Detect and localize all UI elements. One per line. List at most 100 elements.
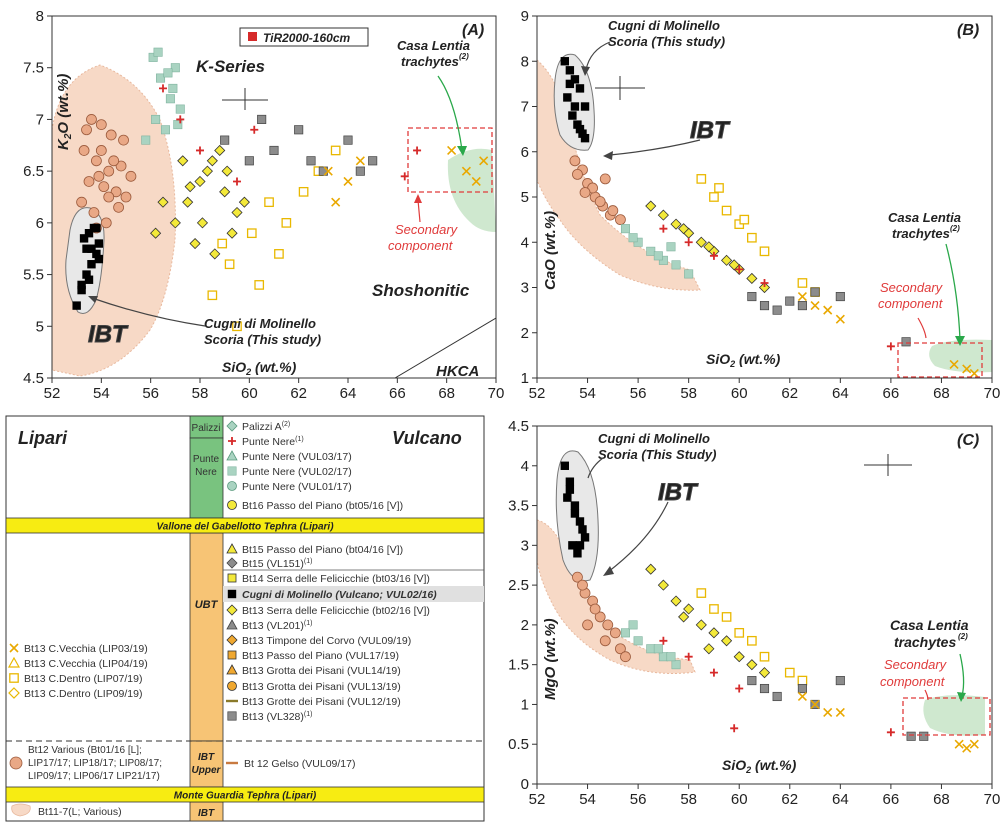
data-point-yellow-diamond <box>703 241 715 253</box>
legend-entry-lipari-1: Bt13 C.Vecchia (LIP04/19) <box>24 658 148 670</box>
data-point-teal-square <box>684 269 694 279</box>
column-label-palizzi: Palizzi <box>192 423 221 434</box>
data-point-teal-square <box>165 94 175 104</box>
y-tick-label: 3 <box>521 537 529 554</box>
data-point-yellow-diamond <box>201 165 213 177</box>
data-point-teal-square <box>628 620 638 630</box>
data-point-cugni <box>94 239 104 248</box>
legend-entry-ubt-8: Bt13 Grotta dei Pisani (VUL14/19) <box>242 665 401 677</box>
data-point-yellow-square-open <box>232 321 242 332</box>
data-point-teal-square <box>646 246 656 256</box>
data-point-yellow-cross <box>835 314 845 324</box>
data-point-yellow-square-open <box>224 259 235 270</box>
x-tick-label: 70 <box>984 791 1001 808</box>
data-point-orange-circle <box>103 191 115 203</box>
data-point-yellow-diamond <box>184 181 196 193</box>
legend-bt12-line-0: Bt12 Various (Bt01/16 [L]; <box>28 745 142 756</box>
panel-a-chart: 52 54 56 58 60 62 64 66 68 70 4.5 5 5.5 6 6.5 7 7.5 8 (A)… <box>23 8 504 402</box>
casa-arrow-c-head <box>957 692 966 702</box>
legend-marker-gray-square <box>227 711 237 721</box>
data-point-cugni <box>575 84 585 93</box>
data-point-yellow-cross <box>810 301 820 311</box>
panel-b-frame <box>536 15 993 379</box>
data-point-orange-circle <box>579 187 591 198</box>
data-point-orange-circle <box>607 205 619 216</box>
cugni-label-c-line1: Cugni di Molinello <box>598 431 710 446</box>
data-point-yellow-cross <box>969 739 979 749</box>
data-point-yellow-square-open <box>797 675 808 686</box>
data-point-teal-square <box>653 251 663 261</box>
y-tick-label: 4.5 <box>23 370 44 387</box>
y-tick-label: 9 <box>521 8 529 25</box>
data-point-teal-square <box>671 260 681 270</box>
x-tick-label: 66 <box>389 385 406 402</box>
data-point-red-cross <box>233 177 241 186</box>
secondary-component-box-c <box>902 697 991 736</box>
data-point-yellow-diamond <box>645 563 657 575</box>
secondary-label-line2: component <box>388 238 454 253</box>
legend-marker-lipari-0 <box>9 643 19 653</box>
data-point-gray-square <box>747 292 757 302</box>
band-vallone-label: Vallone del Gabellotto Tephra (Lipari) <box>156 522 334 533</box>
x-tick-label: 62 <box>781 791 798 808</box>
data-point-yellow-diamond <box>758 667 771 679</box>
data-point-yellow-diamond <box>177 155 189 167</box>
y-tick-label: 0.5 <box>508 736 529 753</box>
legend-marker-orange-diamond <box>226 634 238 646</box>
secondary-component-box-b <box>897 342 983 378</box>
data-point-cugni <box>573 120 582 129</box>
legend-bt12-line-2: LIP09/17; LIP06/17 LIP21/17) <box>28 771 160 782</box>
panel-a-xlabel: SiO2 (wt.%) <box>222 359 297 377</box>
y-tick-label: 8 <box>36 8 44 25</box>
legend-red-square-marker <box>248 32 257 41</box>
data-point-red-cross <box>709 668 718 677</box>
data-point-orange-circle <box>599 635 611 647</box>
data-point-red-cross <box>684 238 693 247</box>
data-point-yellow-diamond <box>721 635 733 647</box>
data-point-yellow-diamond <box>733 651 745 663</box>
secondary-label-line1: Secondary <box>395 222 459 237</box>
data-point-teal-square <box>658 255 668 265</box>
legend-bt11: Bt11-7(L; Various) <box>38 806 122 818</box>
legend-entry-ubt-3: Cugni di Molinello (Vulcano; VUL02/16) <box>242 589 437 601</box>
data-point-orange-circle <box>88 207 100 218</box>
column-punte-nere <box>189 437 224 519</box>
data-point-yellow-cross <box>323 166 333 176</box>
y-tick-label: 8 <box>521 53 529 70</box>
data-point-orange-circle <box>100 217 112 229</box>
x-tick-label: 62 <box>290 385 307 402</box>
column-label-ubt: UBT <box>195 599 219 611</box>
x-tick-label: 70 <box>984 385 1001 402</box>
legend-marker-lipari-1 <box>7 656 21 668</box>
y-tick-label: 5 <box>521 189 529 206</box>
data-point-yellow-square-open <box>207 290 218 301</box>
data-point-teal-square <box>653 644 663 654</box>
data-point-yellow-square-open <box>747 232 757 243</box>
panel-a-legend-box: TiR2000-160cm <box>239 27 369 47</box>
data-point-gray-square <box>772 305 782 315</box>
data-point-orange-circle <box>594 611 606 623</box>
data-point-gray-square <box>835 676 845 686</box>
secondary-label-b-line2: component <box>878 296 944 311</box>
data-point-gray-square <box>244 156 254 166</box>
legend-marker-teal-square <box>227 466 237 476</box>
kseries-label: K-Series <box>196 57 265 76</box>
data-point-orange-circle <box>105 129 117 141</box>
casa-arrow <box>437 75 463 151</box>
data-point-yellow-square-open <box>696 588 707 598</box>
data-point-gray-square <box>269 145 279 156</box>
panel-a-ylabel: K2O (wt.%) <box>55 74 74 150</box>
legend-marker-cugni <box>227 589 237 599</box>
data-point-yellow-square-open <box>264 197 274 208</box>
legend-entry-lipari-0: Bt13 C.Vecchia (LIP03/19) <box>24 643 148 655</box>
data-point-yellow-cross <box>810 699 820 710</box>
data-point-yellow-cross <box>962 364 972 374</box>
data-point-gray-square <box>759 301 770 311</box>
data-point-yellow-diamond <box>182 196 194 208</box>
legend-panel: Palizzi Punte Nere UBT IBT Upper IBT Lip… <box>5 415 485 822</box>
y-tick-label: 7.5 <box>23 60 44 77</box>
y-tick-label: 7 <box>521 99 529 116</box>
legend-entry-top-5: Bt16 Passo del Piano (bt05/16 [V]) <box>242 500 403 512</box>
casa-arrow-b-head <box>955 336 965 346</box>
data-point-teal-square <box>175 104 185 114</box>
